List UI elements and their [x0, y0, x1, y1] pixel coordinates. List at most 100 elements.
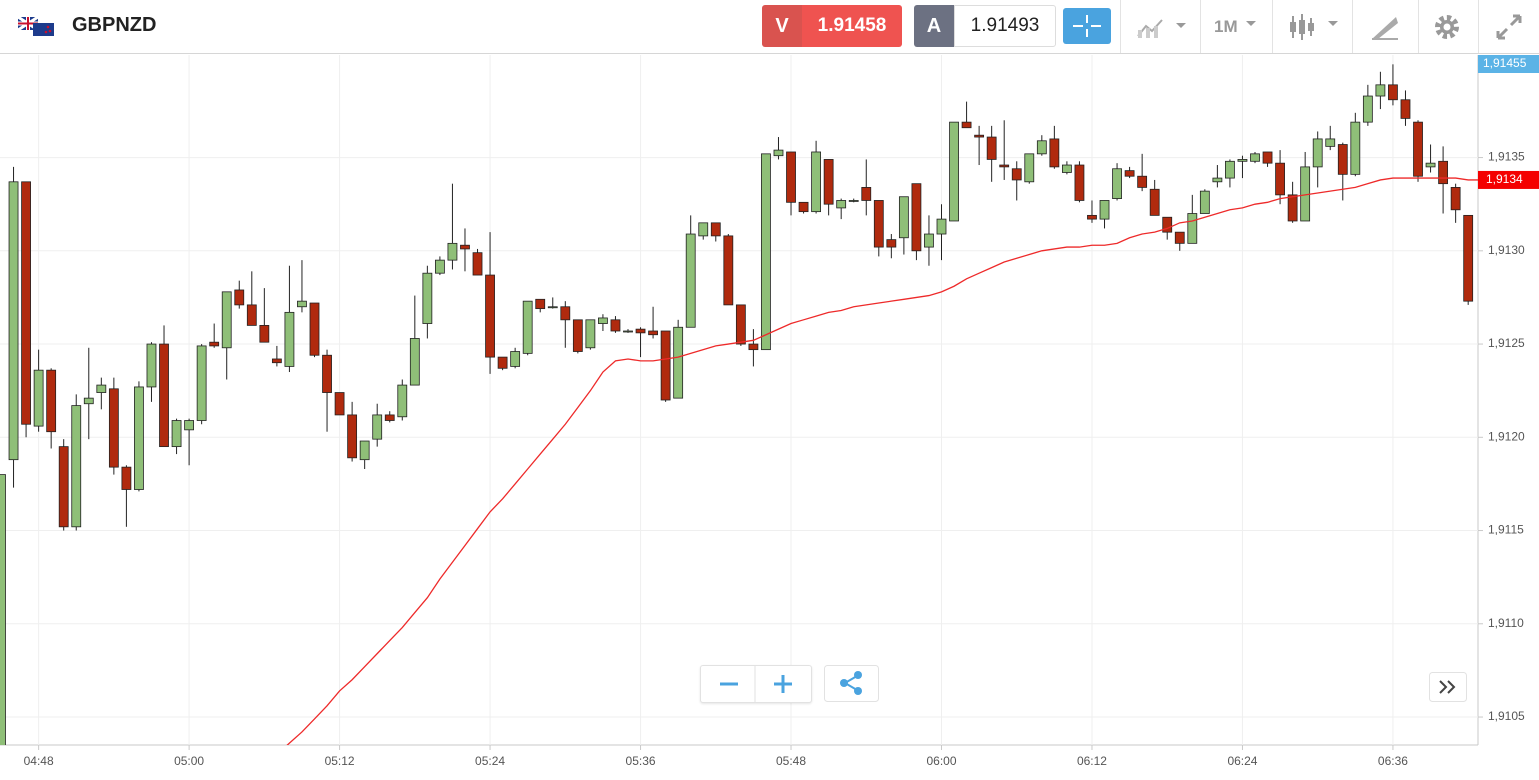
candle-body: [949, 121, 959, 222]
symbol: GBPNZD: [72, 14, 157, 36]
candle-body: [347, 414, 358, 459]
x-tick-label: 04:48: [24, 754, 54, 768]
candle-body: [510, 351, 521, 367]
candle-body: [1187, 213, 1198, 244]
sell-button[interactable]: V: [762, 5, 802, 47]
candle-body: [334, 392, 345, 416]
candle-body: [685, 233, 696, 328]
chart-type-button[interactable]: [1136, 14, 1192, 40]
candle-body: [234, 289, 245, 306]
buy-button[interactable]: A: [914, 5, 954, 47]
y-tick-label: 1,9115: [1488, 523, 1524, 537]
candle-body: [1400, 99, 1411, 119]
candle-body: [836, 200, 847, 209]
candle-body: [723, 235, 734, 306]
candle-body: [309, 302, 320, 356]
candle-body: [735, 304, 746, 345]
candle-body: [1438, 160, 1448, 185]
candle-body: [96, 384, 107, 393]
y-tick-label: 1,9135: [1488, 150, 1525, 164]
candle-body: [384, 414, 395, 421]
price-label-bg: [1478, 55, 1539, 73]
candle-body: [761, 153, 771, 351]
candle-style-button[interactable]: [1288, 12, 1344, 42]
x-tick-label: 05:36: [626, 754, 656, 768]
fullscreen-button[interactable]: [1494, 12, 1524, 42]
candle-body: [1450, 187, 1461, 211]
share-button[interactable]: [824, 665, 879, 702]
candle-body: [773, 149, 784, 157]
candle-body: [986, 136, 997, 160]
candle-body: [472, 252, 483, 276]
candle-body: [522, 300, 533, 354]
candle-body: [397, 384, 408, 418]
candle-body: [748, 343, 759, 351]
candle-body: [1049, 138, 1060, 168]
flag-icon: [18, 17, 54, 36]
candle-body: [71, 405, 82, 528]
candle-body: [924, 233, 934, 248]
candle-body: [1325, 138, 1336, 147]
candle-body: [961, 121, 972, 129]
candle-body: [1250, 153, 1260, 162]
candle-body: [1074, 164, 1085, 201]
candle-body: [322, 354, 332, 393]
candle-body: [372, 414, 383, 440]
candle-body: [8, 181, 19, 461]
candle-body: [585, 319, 596, 349]
x-tick-label: 06:36: [1378, 754, 1408, 768]
candle-body: [196, 345, 207, 421]
candle-body: [1413, 121, 1423, 177]
candle-body: [121, 466, 132, 490]
candle-body: [1124, 170, 1135, 177]
candle-body: [108, 388, 119, 468]
candle-body: [1137, 175, 1148, 188]
candle-body: [623, 330, 633, 333]
candle-body: [1212, 177, 1223, 183]
drawing-tool-button[interactable]: [1370, 13, 1400, 41]
candle-body: [221, 291, 232, 349]
candle-body: [974, 134, 985, 138]
candle-body: [246, 304, 257, 326]
scroll-end-button[interactable]: [1429, 672, 1467, 702]
candle-body: [1388, 84, 1398, 101]
candle-body: [409, 338, 420, 386]
ma-label: 1,9134: [1486, 172, 1523, 186]
y-tick-label: 1,9105: [1488, 709, 1525, 723]
x-tick-label: 06:12: [1077, 754, 1107, 768]
candle-body: [1149, 188, 1160, 216]
candle-body: [33, 369, 44, 427]
crosshair-button[interactable]: [1063, 8, 1111, 44]
settings-button[interactable]: [1432, 12, 1462, 42]
candle-body: [1463, 214, 1474, 302]
axes: 1,9105 1,9110 1,9115 1,9120 1,9125 1,9130 1,91…: [24, 55, 1539, 768]
candle-body: [284, 311, 295, 367]
y-tick-label: 1,9125: [1488, 336, 1525, 350]
candle-body: [447, 242, 458, 261]
candle-body: [1199, 190, 1210, 214]
candle-body: [434, 259, 445, 274]
buy-price[interactable]: 1.91493: [954, 5, 1056, 47]
candle-body: [873, 200, 884, 248]
timeframe[interactable]: 1M: [1214, 17, 1238, 36]
candle-body: [259, 325, 270, 343]
price-label: 1,91455: [1483, 56, 1527, 70]
candle-body: [1036, 140, 1047, 155]
sell-price[interactable]: 1.91458: [802, 5, 902, 47]
candle-body: [848, 200, 859, 202]
timeframe-caret: [1246, 21, 1256, 26]
candle-body: [1112, 168, 1122, 199]
candle-body: [823, 159, 834, 205]
zoom-icons: [720, 666, 792, 702]
y-tick-label: 1,9110: [1488, 616, 1524, 630]
candle-body: [710, 222, 721, 237]
candle-body: [134, 386, 144, 490]
x-tick-label: 05:48: [776, 754, 806, 768]
candle-body: [660, 330, 671, 401]
candle-body: [171, 420, 182, 448]
candle-body: [798, 201, 809, 213]
candle-body: [560, 306, 571, 321]
candle-body: [898, 196, 909, 239]
